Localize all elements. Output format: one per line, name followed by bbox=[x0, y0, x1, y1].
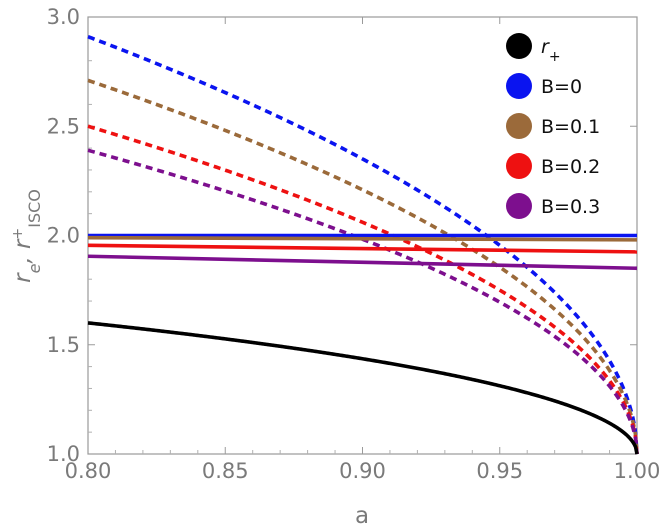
x-tick-label: 1.00 bbox=[614, 459, 661, 483]
series-line-r-isco-b-0-1 bbox=[87, 78, 639, 455]
y-label-sub2: ISCO bbox=[25, 189, 44, 228]
y-axis-label: re, r+ISCO bbox=[10, 189, 44, 283]
x-tick-label: 0.85 bbox=[202, 459, 249, 483]
series-line-r-e-b-0-2 bbox=[87, 243, 638, 254]
legend-marker bbox=[506, 73, 532, 99]
y-label-main: r bbox=[10, 272, 36, 283]
y-label-sub1: e bbox=[25, 263, 44, 273]
legend: r+ B=0 B=0.1 B=0.2 B=0.3 bbox=[506, 33, 600, 219]
series-line-r-horizon- bbox=[87, 321, 639, 455]
legend-label: B=0 bbox=[541, 76, 582, 98]
series-line-r-e-b-0-3 bbox=[87, 254, 638, 271]
plot-curves bbox=[87, 34, 639, 455]
x-tick-label: 0.95 bbox=[476, 459, 523, 483]
y-axis-ticks: 1.0 1.5 2.0 2.5 3.0 bbox=[47, 5, 637, 466]
y-tick-label: 3.0 bbox=[47, 5, 80, 29]
legend-label: r+ bbox=[541, 36, 561, 65]
y-tick-label: 2.5 bbox=[47, 114, 80, 138]
x-axis-label: a bbox=[355, 503, 369, 529]
y-tick-label: 1.5 bbox=[47, 333, 80, 357]
legend-marker bbox=[506, 113, 532, 139]
y-tick-label: 2.0 bbox=[47, 224, 80, 248]
y-label-sup: + bbox=[10, 228, 26, 240]
legend-marker bbox=[506, 193, 532, 219]
legend-label: B=0.1 bbox=[541, 116, 600, 138]
y-tick-label: 1.0 bbox=[47, 442, 80, 466]
legend-marker bbox=[506, 153, 532, 179]
series-line-r-e-b-0-1 bbox=[87, 235, 638, 242]
legend-label: B=0.3 bbox=[541, 196, 600, 218]
series-line-r-isco-b-0 bbox=[87, 34, 639, 455]
legend-label: B=0.2 bbox=[541, 156, 600, 178]
x-axis-ticks: 0.80 0.85 0.90 0.95 1.00 bbox=[65, 17, 661, 483]
legend-marker bbox=[506, 33, 532, 59]
x-tick-label: 0.90 bbox=[339, 459, 386, 483]
x-tick-label: 0.80 bbox=[65, 459, 112, 483]
y-label-sep: , r bbox=[10, 238, 36, 264]
series-line-r-isco-b-0-2 bbox=[87, 124, 639, 455]
